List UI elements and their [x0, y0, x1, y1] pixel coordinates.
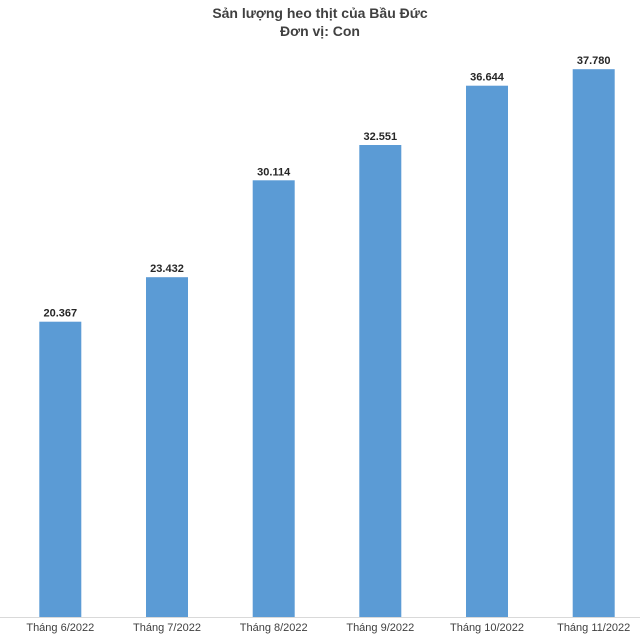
data-label-5: 36.644 [470, 72, 505, 84]
data-label-2: 23.432 [150, 263, 184, 275]
data-label-6: 37.780 [577, 55, 611, 67]
bar-3 [252, 180, 295, 618]
bar-4 [359, 145, 402, 617]
bar-6 [572, 69, 615, 617]
tick-labels-group: Tháng 6/2022 Tháng 7/2022 Tháng 8/2022 Thán… [26, 622, 630, 634]
x-tick-label-3: Tháng 8/2022 [240, 622, 308, 634]
x-tick-label-2: Tháng 7/2022 [133, 622, 201, 634]
x-tick-label-4: Tháng 9/2022 [346, 622, 414, 634]
data-label-3: 30.114 [257, 166, 291, 178]
bars-group [39, 69, 615, 618]
data-label-4: 32.551 [363, 131, 397, 143]
x-tick-label-5: Tháng 10/2022 [450, 622, 524, 634]
bar-1 [39, 321, 82, 617]
chart-subtitle: Đơn vị: Con [280, 23, 360, 39]
x-tick-label-6: Tháng 11/2022 [557, 622, 630, 634]
bar-5 [466, 85, 508, 617]
data-label-1: 20.367 [43, 308, 77, 320]
x-tick-label-1: Tháng 6/2022 [26, 622, 94, 634]
chart-title: Sản lượng heo thịt của Bầu Đức [212, 5, 428, 21]
value-labels-group: 20.367 23.432 30.114 32.551 36.644 37.780 [43, 55, 610, 320]
bar-2 [146, 277, 188, 617]
